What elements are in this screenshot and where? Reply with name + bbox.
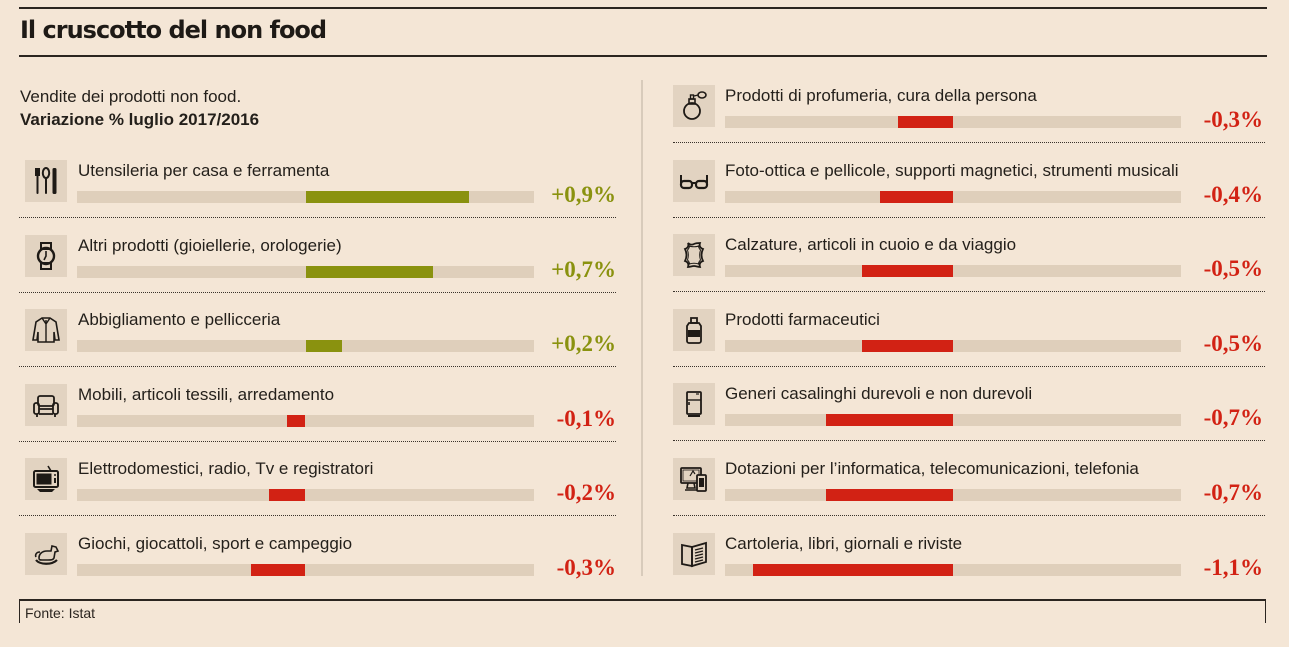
category-label: Prodotti farmaceutici xyxy=(725,309,880,329)
book-icon xyxy=(673,532,715,575)
bar-track xyxy=(725,414,1181,427)
row-separator xyxy=(19,366,616,368)
bar-track xyxy=(77,265,534,278)
row-separator xyxy=(673,142,1265,143)
bar-track xyxy=(77,489,534,502)
bar xyxy=(305,265,433,278)
category-label: Mobili, articoli tessili, arredamento xyxy=(78,384,335,404)
bar-track xyxy=(77,191,534,203)
bar-row: Altri prodotti (gioiellerie, orologerie)… xyxy=(25,234,625,295)
bar-row: Prodotti di profumeria, cura della perso… xyxy=(673,85,1273,145)
title-rule xyxy=(19,55,1267,57)
bar xyxy=(752,563,953,576)
bar xyxy=(862,339,953,352)
subtitle-bold: Variazione % luglio 2017/2016 xyxy=(20,110,260,129)
value-label: -1,1% xyxy=(1203,554,1263,580)
row-separator xyxy=(19,515,616,517)
row-separator xyxy=(673,365,1265,367)
row-separator xyxy=(19,291,616,293)
tv-icon xyxy=(25,458,67,501)
value-label: -0,2% xyxy=(556,480,616,506)
bar xyxy=(898,116,953,128)
bar xyxy=(305,191,470,203)
value-label: +0,9% xyxy=(551,182,616,207)
bar xyxy=(305,340,342,353)
value-label: -0,5% xyxy=(1203,330,1263,356)
bar-track xyxy=(725,563,1181,576)
bar-row: Generi casalinghi durevoli e non durevol… xyxy=(673,383,1273,443)
bar-row: Mobili, articoli tessili, arredamento -0,… xyxy=(25,383,625,444)
bar xyxy=(880,190,953,203)
value-label: -0,1% xyxy=(556,405,616,431)
bar-track xyxy=(77,564,534,576)
category-label: Altri prodotti (gioiellerie, orologerie) xyxy=(78,235,342,255)
leather-hide-icon xyxy=(673,234,715,277)
category-label: Dotazioni per l’informatica, telecomunic… xyxy=(725,459,1139,478)
watch-icon xyxy=(25,234,67,277)
source-note: Fonte: Istat xyxy=(25,605,96,621)
glasses-icon xyxy=(673,159,715,202)
bar-track xyxy=(725,116,1181,128)
bar xyxy=(269,489,306,502)
bar xyxy=(825,489,953,501)
bar-track xyxy=(725,190,1181,203)
bar-row: Elettrodomestici, radio, Tv e registrato… xyxy=(25,458,625,518)
bar-row: Giochi, giocattoli, sport e campeggio -0,… xyxy=(25,533,625,593)
rocking-horse-icon xyxy=(25,533,67,575)
cutlery-icon xyxy=(25,160,67,202)
row-separator xyxy=(673,291,1265,293)
bar xyxy=(287,414,306,427)
category-label: Utensileria per casa e ferramenta xyxy=(78,161,330,180)
subtitle: Vendite dei prodotti non food. xyxy=(20,87,242,106)
column-divider xyxy=(641,80,643,576)
category-label: Foto-ottica e pellicole, supporti magnet… xyxy=(725,160,1179,180)
category-label: Abbigliamento e pellicceria xyxy=(78,310,281,330)
category-label: Calzature, articoli in cuoio e da viaggi… xyxy=(725,235,1017,255)
computer-phone-icon xyxy=(673,458,715,500)
bar-row: Dotazioni per l’informatica, telecomunic… xyxy=(673,458,1273,518)
value-label: -0,3% xyxy=(556,555,616,580)
jacket-icon xyxy=(25,309,67,352)
footer-box: Fonte: Istat xyxy=(19,599,1266,623)
row-separator xyxy=(673,216,1265,218)
row-separator xyxy=(19,217,616,218)
category-label: Giochi, giocattoli, sport e campeggio xyxy=(78,534,353,553)
bar-track xyxy=(725,339,1181,352)
bar-track xyxy=(77,414,534,427)
medicine-bottle-icon xyxy=(673,308,715,351)
row-separator xyxy=(673,440,1265,442)
bar-row: Utensileria per casa e ferramenta +0,9% xyxy=(25,160,625,220)
value-label: +0,2% xyxy=(551,331,616,357)
bar-row: Abbigliamento e pellicceria +0,2% xyxy=(25,309,625,369)
page-title: Il cruscotto del non food xyxy=(20,16,327,44)
bar-row: Foto-ottica e pellicole, supporti magnet… xyxy=(673,159,1273,220)
category-label: Prodotti di profumeria, cura della perso… xyxy=(725,86,1037,105)
value-label: -0,7% xyxy=(1203,405,1263,431)
bar xyxy=(825,414,953,427)
value-label: -0,7% xyxy=(1203,480,1263,505)
row-separator xyxy=(19,440,616,442)
bar xyxy=(250,564,306,576)
bar-row: Cartoleria, libri, giornali e riviste -1,… xyxy=(673,532,1273,593)
value-label: -0,4% xyxy=(1203,181,1263,207)
perfume-icon xyxy=(673,85,715,127)
bar xyxy=(862,265,953,278)
bar-track xyxy=(725,489,1181,501)
top-rule xyxy=(19,7,1267,9)
value-label: -0,3% xyxy=(1203,107,1263,132)
bar-row: Prodotti farmaceutici -0,5% xyxy=(673,308,1273,369)
category-label: Elettrodomestici, radio, Tv e registrato… xyxy=(78,459,374,479)
value-label: +0,7% xyxy=(551,256,616,282)
value-label: -0,5% xyxy=(1203,256,1263,282)
bar-row: Calzature, articoli in cuoio e da viaggi… xyxy=(673,234,1273,294)
category-label: Generi casalinghi durevoli e non durevol… xyxy=(725,384,1033,404)
armchair-icon xyxy=(25,383,67,426)
row-separator xyxy=(673,515,1265,516)
fridge-icon xyxy=(673,383,715,426)
bar-track xyxy=(725,265,1181,278)
category-label: Cartoleria, libri, giornali e riviste xyxy=(725,533,963,553)
bar-track xyxy=(77,340,534,353)
